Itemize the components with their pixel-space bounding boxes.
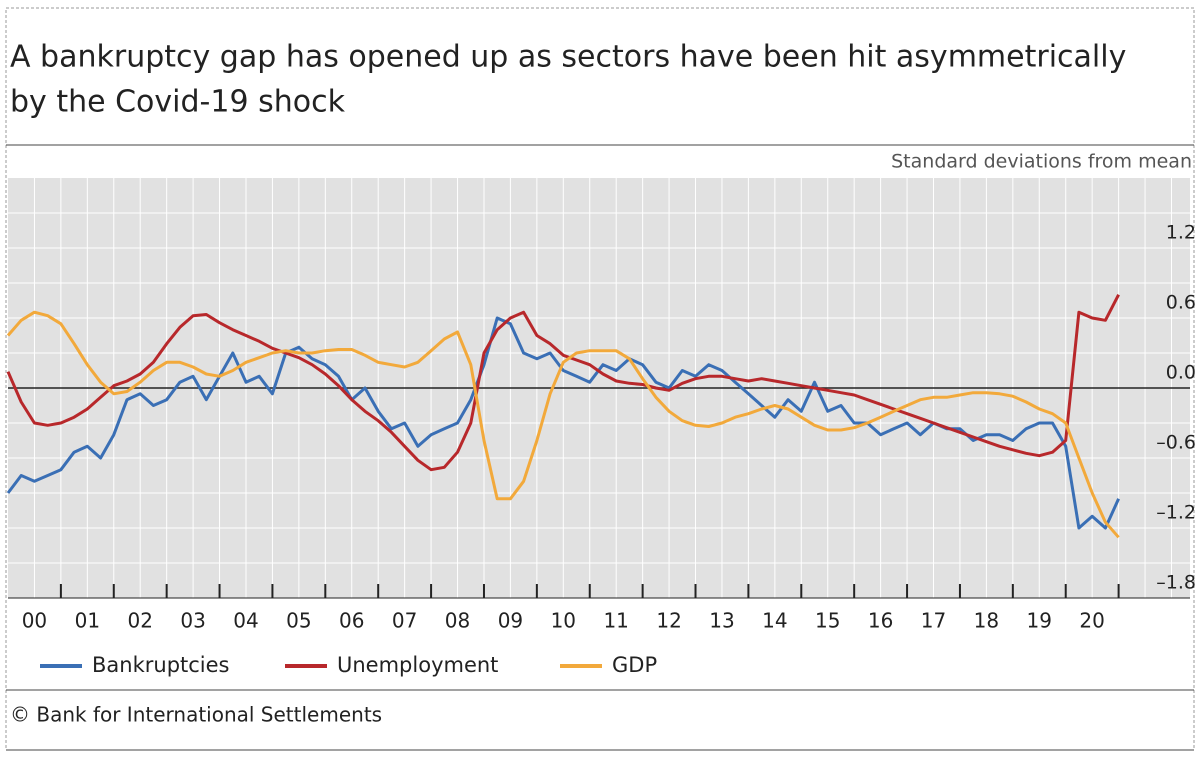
x-tick-label: 01 — [75, 609, 100, 633]
x-tick-label: 10 — [551, 609, 576, 633]
legend-label: GDP — [612, 653, 657, 677]
y-tick-label: 0.0 — [1166, 362, 1196, 384]
y-axis-label: Standard deviations from mean — [891, 151, 1192, 173]
y-tick-label: –1.2 — [1156, 502, 1196, 524]
legend-label: Bankruptcies — [92, 653, 230, 677]
y-tick-label: 0.6 — [1166, 292, 1196, 314]
x-tick-label: 17 — [921, 609, 946, 633]
x-tick-label: 19 — [1027, 609, 1052, 633]
x-tick-label: 06 — [339, 609, 364, 633]
x-tick-label: 15 — [815, 609, 840, 633]
legend-label: Unemployment — [337, 653, 498, 677]
source: © Bank for International Settlements — [10, 703, 382, 727]
x-tick-label: 07 — [392, 609, 417, 633]
x-tick-label: 05 — [286, 609, 311, 633]
x-tick-label: 18 — [974, 609, 999, 633]
x-tick-label: 12 — [656, 609, 681, 633]
x-tick-label: 13 — [709, 609, 734, 633]
x-tick-label: 14 — [762, 609, 787, 633]
x-tick-label: 03 — [180, 609, 205, 633]
x-tick-label: 02 — [127, 609, 152, 633]
y-tick-label: –1.8 — [1156, 572, 1196, 594]
x-tick-label: 08 — [445, 609, 470, 633]
x-tick-label: 04 — [233, 609, 258, 633]
x-tick-label: 20 — [1079, 609, 1104, 633]
x-tick-label: 00 — [22, 609, 47, 633]
y-tick-label: 1.2 — [1166, 222, 1196, 244]
y-tick-label: –0.6 — [1156, 432, 1196, 454]
x-tick-label: 16 — [868, 609, 893, 633]
series-line — [6, 294, 1120, 472]
series-line — [6, 310, 1120, 539]
x-tick-label: 09 — [498, 609, 523, 633]
chart-title: by the Covid-19 shock — [10, 85, 346, 120]
chart-title: A bankruptcy gap has opened up as sector… — [10, 40, 1126, 75]
x-tick-label: 11 — [603, 609, 628, 633]
